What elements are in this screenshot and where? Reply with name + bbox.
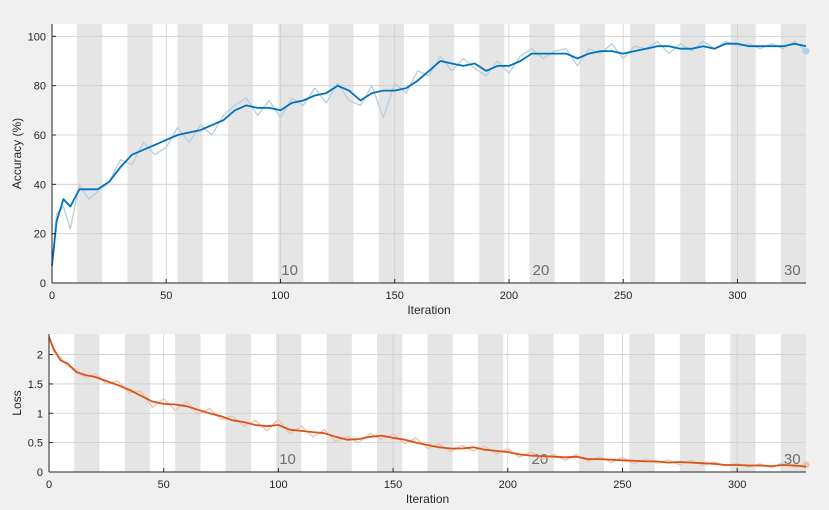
accuracy-epoch-band (278, 24, 304, 283)
accuracy-epoch-band (127, 24, 153, 283)
loss-epoch-band (730, 334, 756, 472)
loss-epoch-band (74, 334, 100, 472)
accuracy-y-tick-label: 60 (34, 130, 46, 142)
loss-y-tick-label: 2 (37, 350, 43, 362)
accuracy-x-tick-label: 250 (614, 290, 632, 302)
loss-epoch-band (326, 334, 352, 472)
loss-x-tick-label: 50 (158, 479, 170, 491)
loss-y-tick-label: 1 (37, 408, 43, 420)
accuracy-panel: 10 20 300 50 100 150 200 250 300020406080100Iter… (10, 24, 810, 317)
loss-epoch-band (276, 334, 302, 472)
accuracy-y-axis-label: Accuracy (%) (10, 118, 24, 189)
loss-epoch-band (528, 334, 554, 472)
accuracy-x-tick-label: 200 (500, 290, 518, 302)
loss-y-axis-label: Loss (10, 390, 24, 415)
loss-x-tick-label: 150 (384, 479, 402, 491)
accuracy-x-axis-label: Iteration (407, 303, 450, 317)
loss-raw-line (48, 336, 807, 469)
loss-epoch-band (124, 334, 150, 472)
accuracy-epoch-band (579, 24, 605, 283)
loss-y-tick-label: 1.5 (28, 379, 43, 391)
accuracy-epoch-band (780, 24, 806, 283)
accuracy-epoch-band (77, 24, 103, 283)
loss-epoch-band (377, 334, 403, 472)
accuracy-epoch-band (177, 24, 203, 283)
loss-y-tick-label: 0 (37, 467, 43, 479)
loss-panel: 10 20 300 50 100 150 200 250 30000.511.52Iterati… (10, 334, 810, 506)
accuracy-x-tick-label: 50 (160, 290, 172, 302)
loss-smoothed-line (48, 336, 807, 468)
loss-epoch-band (225, 334, 251, 472)
accuracy-epoch-label: 20 (533, 262, 550, 279)
accuracy-epoch-band (680, 24, 706, 283)
loss-x-tick-label: 100 (269, 479, 287, 491)
accuracy-x-tick-label: 100 (271, 290, 289, 302)
loss-epoch-band (578, 334, 605, 472)
accuracy-epoch-band (730, 24, 756, 283)
loss-final-point (802, 461, 810, 469)
accuracy-x-tick-label: 150 (386, 290, 404, 302)
accuracy-x-tick-label: 0 (49, 290, 55, 302)
accuracy-smoothed-line (51, 42, 807, 266)
accuracy-epoch-band (328, 24, 354, 283)
loss-x-tick-label: 300 (728, 479, 746, 491)
accuracy-epoch-label: 30 (784, 262, 801, 279)
accuracy-final-point (802, 47, 810, 55)
loss-epoch-label: 30 (784, 451, 801, 468)
accuracy-y-tick-label: 100 (28, 31, 46, 43)
loss-epoch-band (629, 334, 655, 472)
loss-epoch-band (780, 334, 806, 472)
loss-epoch-label: 10 (279, 451, 296, 468)
accuracy-epoch-band (378, 24, 404, 283)
loss-x-tick-label: 250 (613, 479, 631, 491)
accuracy-epoch-band (630, 24, 656, 283)
loss-x-axis-label: Iteration (406, 492, 449, 506)
accuracy-y-tick-label: 80 (34, 81, 46, 93)
loss-epoch-band (679, 334, 706, 472)
loss-y-tick-label: 0.5 (28, 438, 43, 450)
accuracy-epoch-label: 10 (281, 262, 298, 279)
accuracy-y-tick-label: 20 (34, 229, 46, 241)
accuracy-epoch-band (529, 24, 555, 283)
accuracy-x-tick-label: 300 (728, 290, 746, 302)
accuracy-y-tick-label: 0 (40, 278, 46, 290)
accuracy-y-tick-label: 40 (34, 179, 46, 191)
accuracy-epoch-band (479, 24, 505, 283)
loss-x-tick-label: 200 (499, 479, 517, 491)
loss-x-tick-label: 0 (46, 479, 52, 491)
accuracy-epoch-band (227, 24, 254, 283)
